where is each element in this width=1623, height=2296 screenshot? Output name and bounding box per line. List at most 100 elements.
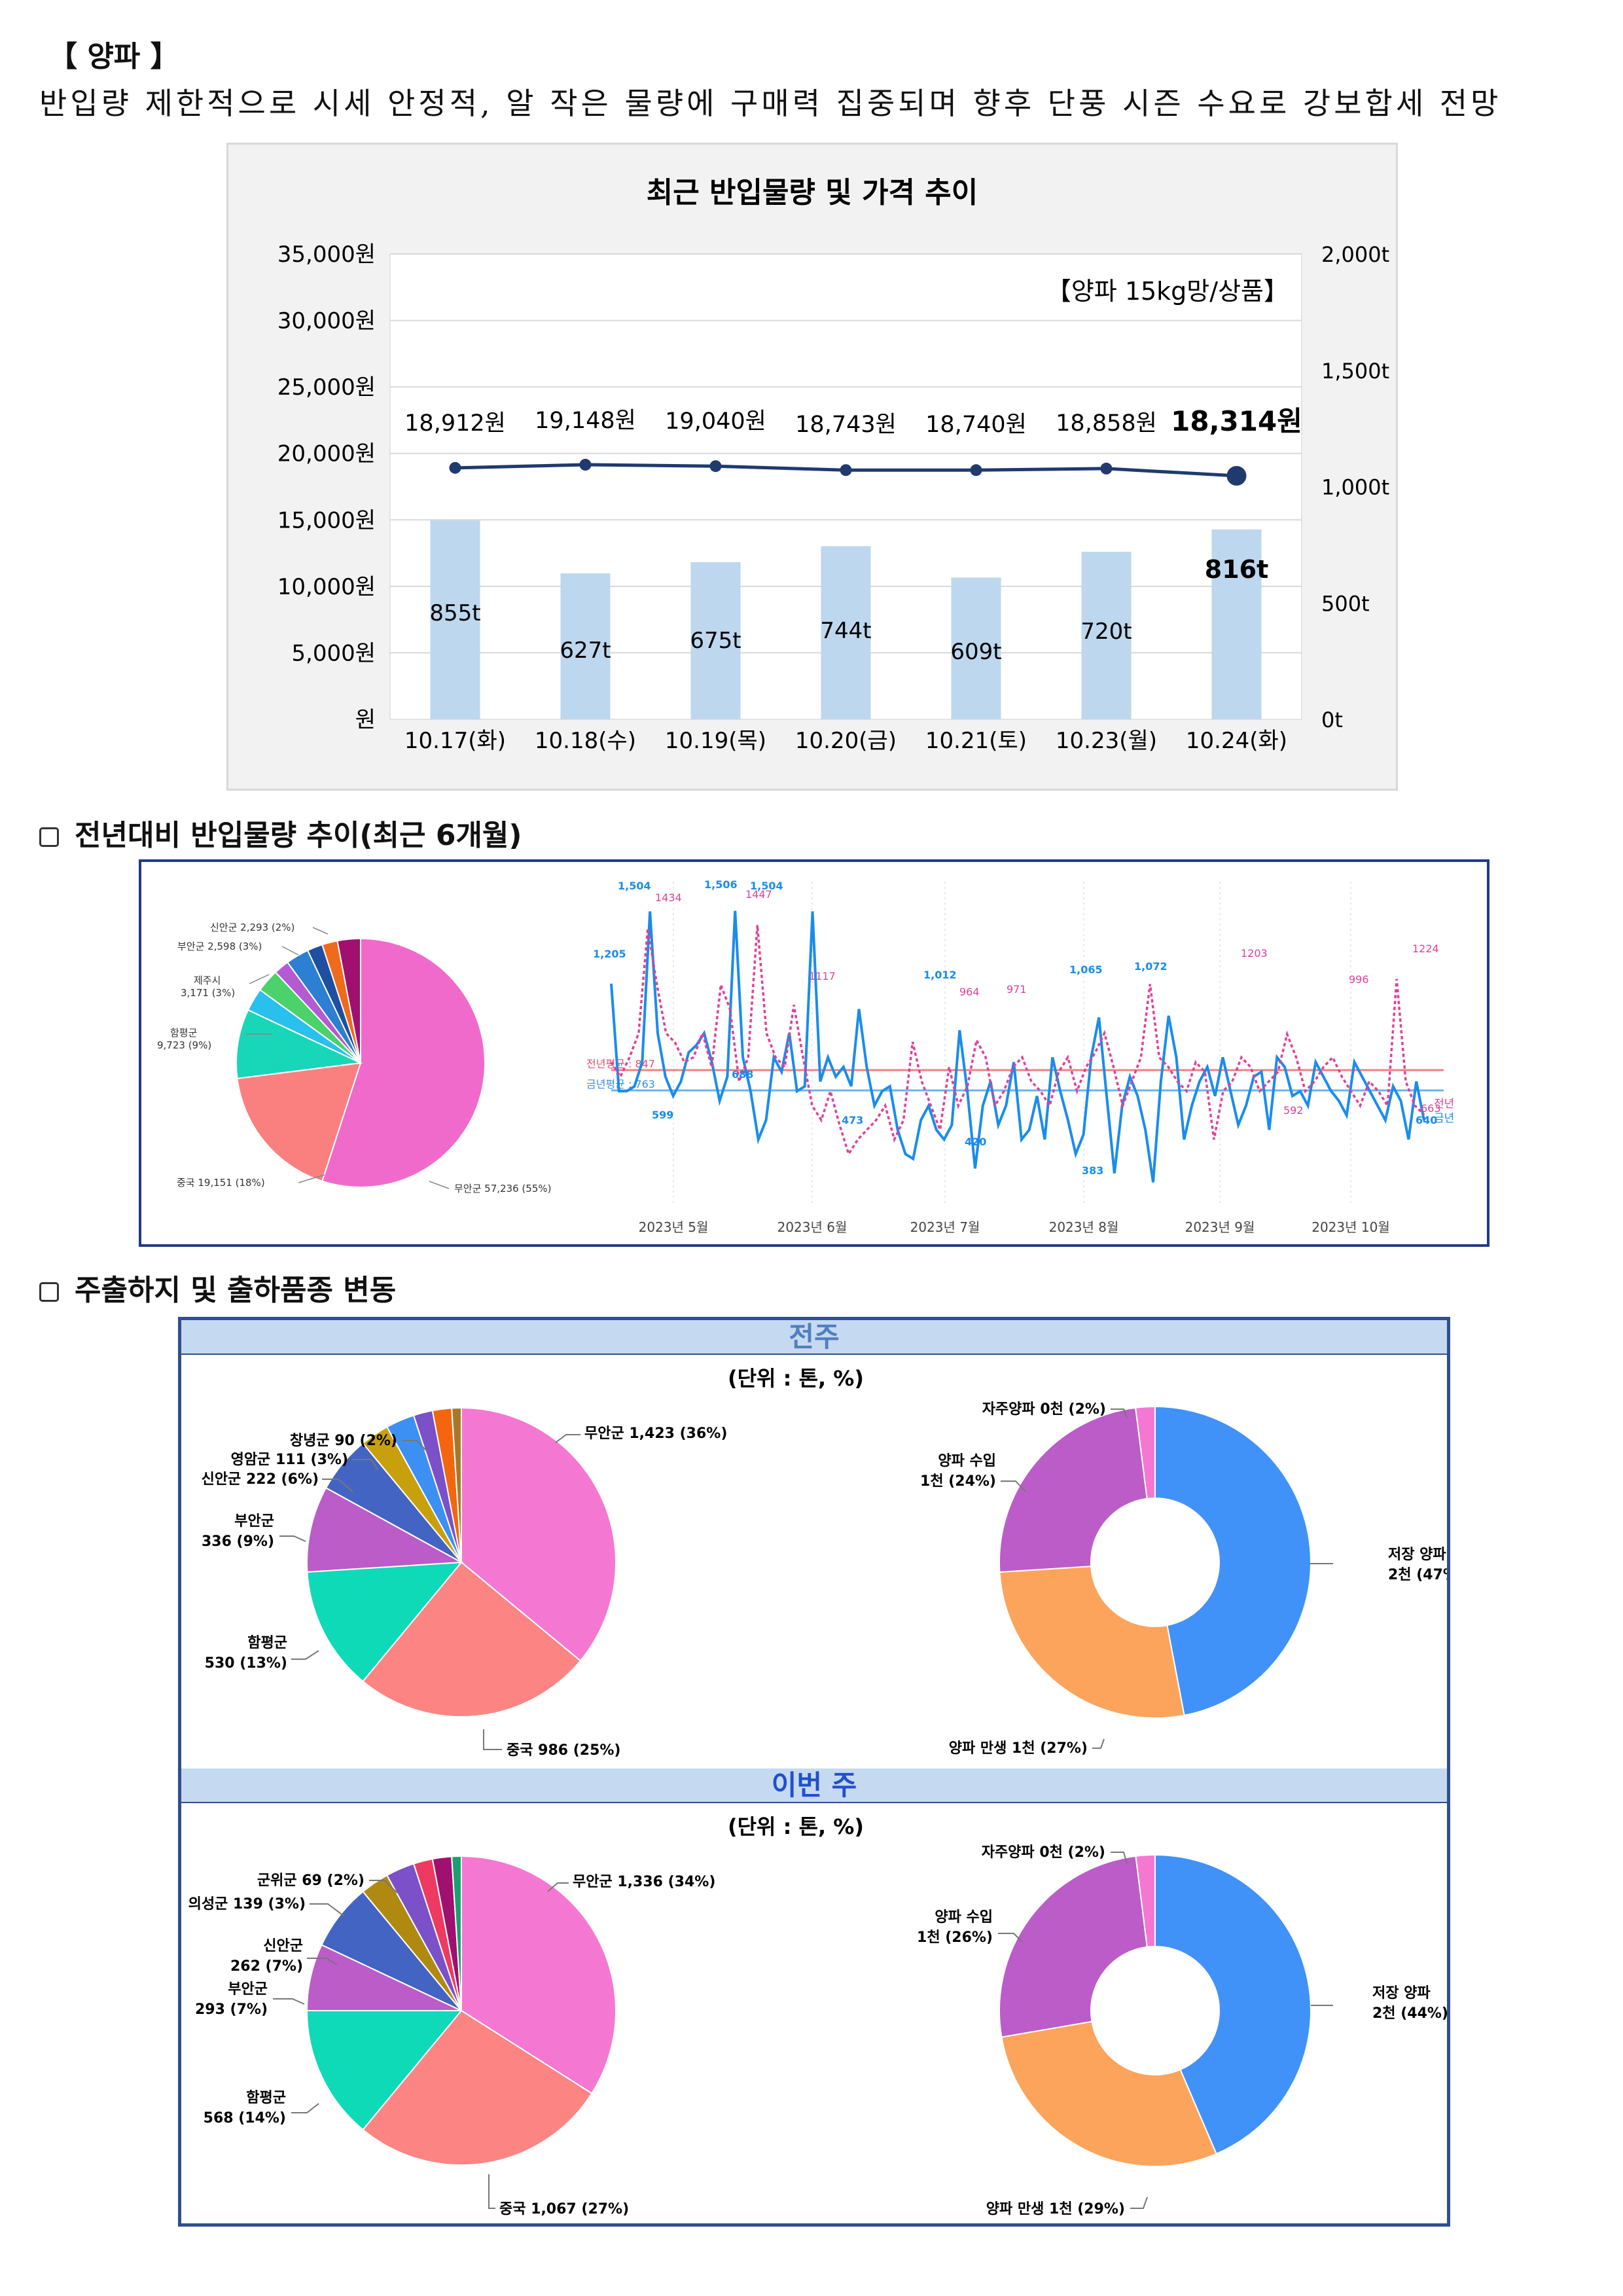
yoy-heading: 전년대비 반입물량 추이(최근 6개월) [75, 819, 522, 852]
variety-label: 저장 양파 2천 (44%) [1372, 1985, 1447, 2022]
shipping-panel: 전주 (단위 : 톤, %) 무안군 1,423 (36%) 중국 986 (25%)… [178, 1317, 1464, 2227]
point-label: 1447 [745, 888, 772, 901]
point-label: 1117 [809, 970, 836, 982]
legend-curr: 금년 [1434, 1112, 1454, 1125]
price-chart-panel: 최근 반입물량 및 가격 추이 원 5,000원 10,000원 15,000원 20,0… [226, 143, 1398, 791]
origin-label: 함평군 568 (14%) [204, 2090, 286, 2126]
price-point [1226, 465, 1247, 486]
yoy-pie-label: 함평군 9,723 (9%) [157, 1027, 211, 1051]
prev_week-origin-slice [461, 1407, 616, 1662]
leader-line [488, 2174, 495, 2209]
shipping-charts: 전주 (단위 : 톤, %) 무안군 1,423 (36%) 중국 986 (25%)… [181, 1320, 1464, 2217]
this_week-header-bar [181, 1768, 1447, 1803]
origin-label: 무안군 1,423 (36%) [584, 1426, 727, 1442]
volume-label: 675t [690, 628, 741, 654]
variety-label: 양파 만생 1천 (29%) [986, 2201, 1125, 2217]
x-tick-label: 10.21(토) [925, 728, 1027, 754]
volume-label: 720t [1080, 619, 1132, 645]
price-label: 18,314원 [1171, 405, 1302, 437]
legend-prev: 전년 [1434, 1098, 1454, 1111]
volume-bar [1211, 529, 1262, 719]
point-label: 964 [959, 986, 980, 998]
yoy-pie-label: 무안군 57,236 (55%) [454, 1183, 551, 1194]
volume-label: 744t [820, 618, 871, 644]
yoy-pie-slice [336, 937, 361, 1064]
origin-label: 의성군 139 (3%) [188, 1896, 306, 1912]
price-point [579, 459, 592, 471]
point-label: 1,065 [1069, 963, 1103, 976]
origin-label: 신안군 222 (6%) [202, 1471, 319, 1488]
variety-label: 자주양파 0천 (2%) [982, 1401, 1106, 1418]
x-month-label: 2023년 8월 [1049, 1219, 1119, 1235]
price-chart-note: 【양파 15kg망/상품】 [1046, 277, 1289, 306]
this_week-origin-slice [321, 1890, 462, 2011]
point-label: 688 [732, 1068, 753, 1081]
leader-line [369, 1880, 398, 1893]
yoy-pie-label: 신안군 2,293 (2%) [210, 922, 294, 933]
volume-bar [560, 573, 611, 719]
leader-line [555, 1434, 580, 1443]
point-label: 473 [842, 1114, 863, 1126]
yoy-pie-label: 중국 19,151 (18%) [177, 1177, 265, 1189]
point-label: 971 [1007, 983, 1027, 996]
yoy-heading-row: 전년대비 반입물량 추이(최근 6개월) [39, 812, 522, 853]
this_week-title: 이번 주 [772, 1769, 857, 1801]
price-point [840, 464, 852, 476]
yoy-origin-pie: 무안군 57,236 (55%) 중국 19,151 (18%) 함평군 9,723 … [157, 922, 551, 1194]
origin-label: 창녕군 90 (2%) [290, 1433, 397, 1449]
leader-line [291, 2103, 319, 2113]
shipping-heading-row: 주출하지 및 출하품종 변동 [39, 1266, 396, 1308]
prev_week-unit: (단위 : 톤, %) [728, 1366, 864, 1391]
yoy-pie-slice [321, 937, 486, 1188]
volume-bar [1081, 552, 1132, 719]
leader-line [279, 1535, 306, 1542]
prev_week-header-bar [181, 1320, 1447, 1354]
prev_week-origin-slice [306, 1486, 464, 1573]
prev_week-variety-slice [999, 1407, 1148, 1573]
point-label: 1203 [1241, 947, 1268, 960]
leader-line [310, 1903, 344, 1916]
prev-avg-label: 전년평균 : 847 [586, 1058, 655, 1070]
point-label: 640 [1416, 1114, 1437, 1126]
price-label: 18,743원 [795, 412, 897, 438]
y-left-tick: 35,000원 [277, 242, 376, 268]
point-label: 1,506 [704, 878, 738, 891]
price-label: 18,740원 [925, 412, 1027, 438]
price-label: 18,912원 [404, 410, 506, 437]
this_week-variety-slice [1001, 2020, 1217, 2167]
curr-avg-label: 금년평균 : 763 [586, 1078, 655, 1090]
this_week-variety-slice [999, 1855, 1148, 2038]
yoy-pie-label: 제주시 3,171 (3%) [181, 975, 235, 999]
y-right-tick: 1,500t [1321, 359, 1389, 384]
y-right-tick: 2,000t [1321, 242, 1389, 267]
shipping-heading: 주출하지 및 출하품종 변동 [75, 1274, 397, 1307]
this_week-origin-slice [306, 2010, 463, 2131]
leader-line [307, 1958, 338, 1965]
volume-bar [690, 562, 741, 719]
this_week-origin-slice [362, 2009, 593, 2166]
leader-line [322, 1479, 353, 1492]
point-label: 592 [1283, 1104, 1304, 1117]
leader-line [429, 1181, 450, 1189]
section-summary: 반입량 제한적으로 시세 안정적, 알 작은 물량에 구매력 집중되며 향후 단… [39, 86, 1502, 121]
yoy-checkbox [39, 827, 59, 847]
origin-label: 중국 1,067 (27%) [499, 2201, 629, 2217]
point-label: 663 [1421, 1102, 1441, 1115]
previous-year-line [610, 925, 1425, 1157]
yoy-panel: 무안군 57,236 (55%) 중국 19,151 (18%) 함평군 9,723 … [139, 859, 1489, 1247]
variety-label: 양파 수입 1천 (26%) [917, 1909, 993, 1946]
x-tick-label: 10.19(목) [665, 728, 766, 754]
x-tick-label: 10.17(화) [404, 728, 506, 754]
leader-line [1001, 1480, 1026, 1492]
volume-bar [951, 577, 1001, 719]
x-tick-label: 10.20(금) [795, 728, 897, 754]
y-left-tick: 5,000원 [291, 640, 376, 666]
this_week-variety-slice [1154, 1854, 1311, 2155]
this_week-origin-slice [306, 1944, 462, 2011]
origin-label: 중국 986 (25%) [507, 1742, 621, 1759]
price-point [1100, 462, 1113, 475]
y-right-tick: 500t [1321, 591, 1370, 616]
shipping-checkbox [39, 1282, 59, 1302]
point-label: 383 [1082, 1164, 1103, 1177]
price-point [970, 464, 982, 476]
